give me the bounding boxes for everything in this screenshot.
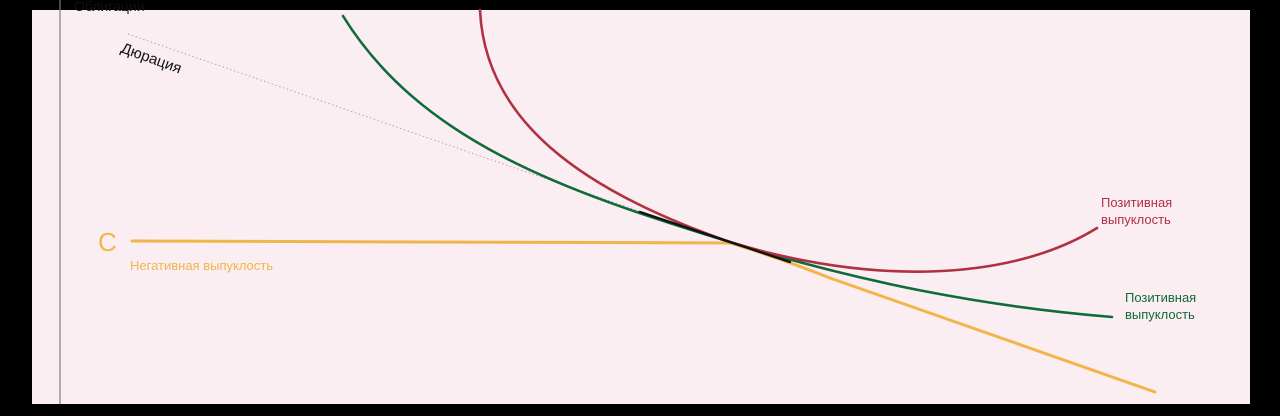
negative-convexity-label: Негативная выпуклость [130,258,273,273]
top-cut-label: Облигации [74,0,145,14]
red-curve-label-line-2: выпуклость [1101,212,1171,227]
point-c-label: C [98,227,117,257]
green-curve-label-line-2: выпуклость [1125,307,1195,322]
green-curve-label-line-1: Позитивная [1125,290,1196,305]
tangent-segment [638,210,792,264]
red-curve-label-line-1: Позитивная [1101,195,1172,210]
